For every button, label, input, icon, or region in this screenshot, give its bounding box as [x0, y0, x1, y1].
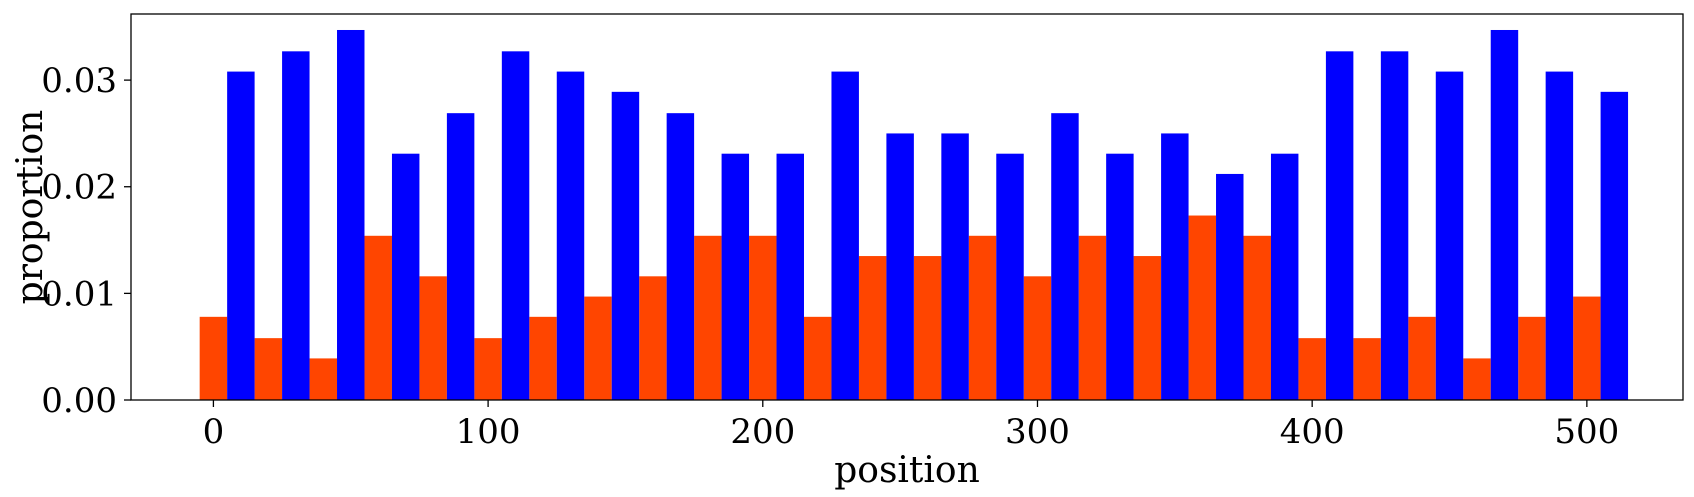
plot-area-frame — [130, 13, 1684, 401]
bar-series-0-point-7 — [584, 296, 612, 400]
bar-series-0-point-13 — [913, 256, 942, 400]
bar-series-1-point-4 — [446, 113, 475, 401]
x-axis-title: position — [834, 450, 980, 491]
bar-series-0-point-16 — [1078, 235, 1107, 400]
y-tick-label: 0.03 — [41, 61, 117, 101]
bar-series-1-point-23 — [1490, 29, 1519, 401]
x-tick-label: 0 — [203, 412, 225, 452]
bar-series-0-point-14 — [968, 235, 997, 400]
bar-series-1-point-5 — [501, 51, 530, 400]
bar-series-0-point-24 — [1518, 316, 1546, 400]
bar-series-1-point-22 — [1435, 71, 1464, 400]
y-tick-label: 0.01 — [41, 274, 117, 314]
bar-series-1-point-19 — [1270, 153, 1299, 400]
bar-series-1-point-11 — [831, 71, 859, 400]
bar-series-1-point-2 — [337, 29, 365, 401]
axis-ticks-layer: 0 100 200 300 400 500 0.00 0.01 0.02 0.03 — [41, 61, 1619, 452]
bar-series-0-point-2 — [309, 358, 338, 400]
y-tick-label: 0.02 — [41, 168, 117, 208]
bar-series-1-point-16 — [1106, 153, 1134, 400]
y-tick-label: 0.00 — [41, 381, 117, 421]
y-axis-title: proportion — [10, 110, 51, 305]
x-tick-label: 200 — [730, 412, 795, 452]
bar-series-0-point-8 — [639, 276, 667, 400]
bar-series-0-point-1 — [254, 338, 283, 400]
bar-series-1-point-12 — [886, 133, 914, 400]
bar-series-1-point-6 — [556, 71, 585, 400]
bar-series-0-point-6 — [529, 316, 557, 400]
bar-series-1-point-15 — [1051, 113, 1079, 401]
bar-series-1-point-21 — [1380, 51, 1409, 400]
bar-series-0-point-3 — [364, 235, 392, 400]
bar-series-0-point-11 — [803, 316, 832, 400]
x-tick-label: 100 — [456, 412, 521, 452]
bar-series-1-point-9 — [721, 153, 750, 400]
x-tick-label: 400 — [1280, 412, 1345, 452]
x-tick-label: 300 — [1005, 412, 1070, 452]
bar-series-0-point-21 — [1353, 338, 1381, 400]
bar-series-0-point-15 — [1023, 276, 1052, 400]
bar-series-0-point-25 — [1573, 296, 1601, 400]
bar-series-1-point-7 — [611, 91, 640, 400]
bar-series-1-point-1 — [282, 51, 310, 400]
bar-series-1-point-14 — [996, 153, 1024, 400]
bars-layer — [199, 29, 1629, 401]
bar-series-0-point-4 — [419, 276, 447, 400]
bar-series-1-point-8 — [666, 113, 695, 401]
bar-series-0-point-5 — [474, 338, 502, 400]
bar-series-1-point-24 — [1545, 71, 1574, 400]
bar-series-1-point-20 — [1325, 51, 1354, 400]
bar-series-0-point-20 — [1298, 338, 1326, 400]
bar-series-1-point-3 — [391, 153, 420, 400]
bar-series-1-point-0 — [227, 71, 255, 400]
bar-series-0-point-9 — [694, 235, 722, 400]
bar-series-0-point-23 — [1463, 358, 1491, 400]
bar-series-1-point-13 — [941, 133, 969, 400]
bar-series-0-point-19 — [1243, 235, 1271, 400]
bar-series-0-point-17 — [1133, 256, 1162, 400]
bar-series-1-point-18 — [1216, 173, 1244, 400]
bar-series-0-point-0 — [199, 316, 228, 400]
bar-series-0-point-12 — [858, 256, 887, 400]
bar-series-0-point-10 — [749, 235, 777, 400]
x-tick-label: 500 — [1554, 412, 1619, 452]
bar-series-1-point-17 — [1161, 133, 1189, 400]
bar-series-0-point-22 — [1408, 316, 1436, 400]
bar-series-0-point-18 — [1188, 215, 1217, 400]
bar-series-1-point-10 — [776, 153, 804, 400]
bar-series-1-point-25 — [1600, 91, 1629, 400]
